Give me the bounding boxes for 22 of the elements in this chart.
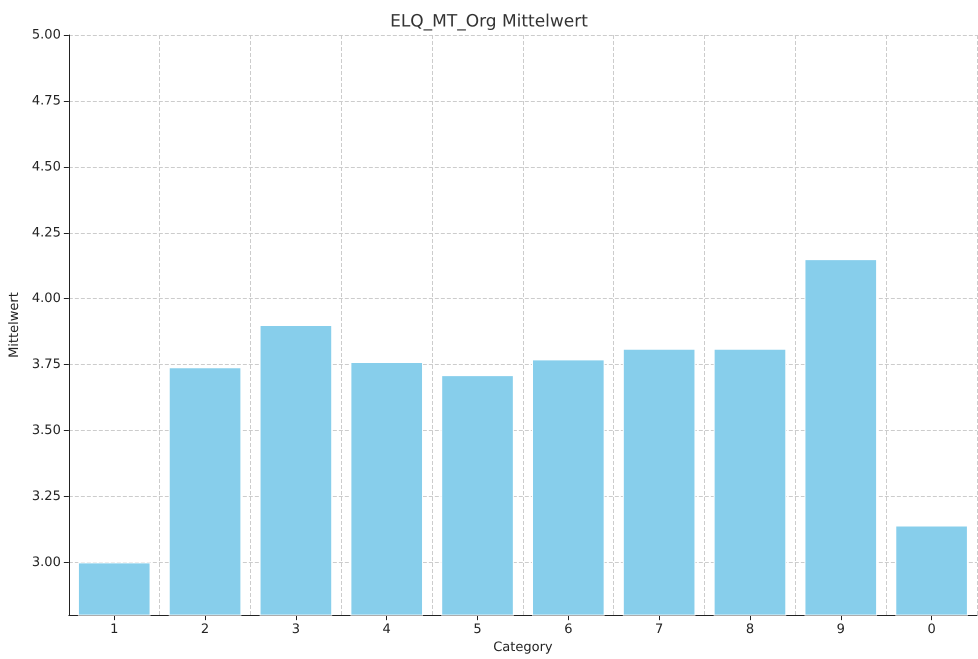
y-tick-label: 3.75 — [32, 357, 61, 372]
y-axis-title: Mittelwert — [7, 292, 22, 358]
x-tick-label: 0 — [927, 622, 936, 638]
x-tick-label: 1 — [110, 622, 118, 638]
x-tick-label: 9 — [836, 622, 845, 638]
x-tick-label: 3 — [292, 622, 300, 638]
chart-title: ELQ_MT_Org Mittelwert — [390, 12, 588, 32]
x-tick-label: 7 — [655, 622, 664, 638]
y-tick-label: 3.25 — [32, 488, 61, 504]
y-tick-label: 4.50 — [32, 159, 61, 174]
y-tick-label: 4.25 — [32, 225, 61, 240]
y-tick-label: 3.00 — [32, 554, 61, 570]
y-tick-label: 3.50 — [32, 423, 61, 438]
x-tick-label: 5 — [473, 622, 482, 638]
x-tick-label: 4 — [382, 622, 391, 638]
x-tick-label: 2 — [200, 622, 210, 638]
y-tick-label: 4.00 — [32, 291, 61, 306]
x-tick-label: 6 — [564, 622, 572, 638]
y-tick-label: 5.00 — [32, 28, 61, 42]
x-tick-label: 8 — [746, 622, 754, 638]
y-tick-label: 4.75 — [32, 93, 61, 108]
x-axis-title: Category — [493, 640, 553, 655]
